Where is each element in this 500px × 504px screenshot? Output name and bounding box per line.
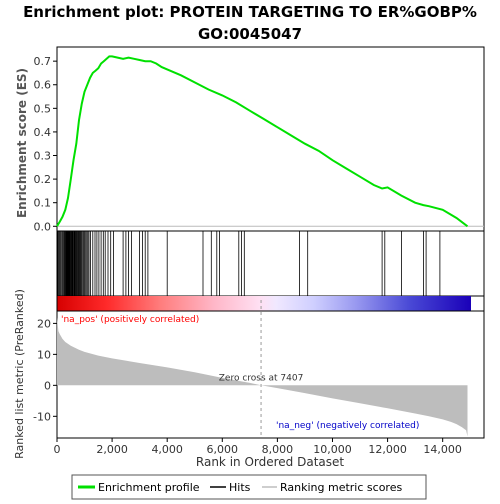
rank-x-ticks: 0 2,000 4,000 6,000 8,000 10,000 12,000 14,000 [54, 438, 462, 456]
es-y-tick-label: 0.0 [34, 220, 52, 233]
rank-y-tick-label: 10 [37, 348, 51, 361]
es-y-tick-label: 0.6 [34, 79, 52, 92]
es-y-tick-label: 0.3 [34, 150, 52, 163]
rank-y-axis-label: Ranked list metric (PreRanked) [13, 289, 26, 459]
legend-label-hits: Hits [229, 481, 251, 494]
rank-y-tick-label: 20 [37, 317, 51, 330]
es-y-tick-label: 0.7 [34, 55, 52, 68]
x-tick-label: 2,000 [96, 443, 128, 456]
legend-label-enrichment: Enrichment profile [98, 481, 200, 494]
x-tick-label: 0 [54, 443, 61, 456]
x-axis-label: Rank in Ordered Dataset [196, 455, 344, 469]
hits-area [57, 231, 484, 296]
rank-y-tick-label: 0 [44, 379, 51, 392]
rank-y-ticks: 20 10 0 -10 [33, 317, 57, 423]
chart-title-line2: GO:0045047 [198, 25, 302, 43]
es-y-ticks: 0.0 0.1 0.2 0.3 0.4 0.5 0.6 0.7 [34, 55, 58, 233]
x-tick-label: 4,000 [151, 443, 183, 456]
es-y-axis-label: Enrichment score (ES) [15, 68, 29, 218]
es-y-tick-label: 0.4 [34, 126, 52, 139]
es-y-tick-label: 0.2 [34, 173, 52, 186]
neg-label: 'na_neg' (negatively correlated) [276, 421, 419, 431]
rank-y-tick-label: -10 [33, 410, 51, 423]
rank-color-bar [57, 296, 471, 311]
es-y-tick-label: 0.5 [34, 102, 52, 115]
zero-cross-label: Zero cross at 7407 [219, 373, 304, 383]
es-y-tick-label: 0.1 [34, 197, 52, 210]
x-tick-label: 14,000 [423, 443, 462, 456]
pos-label: 'na_pos' (positively correlated) [61, 315, 199, 325]
legend-label-metric: Ranking metric scores [280, 481, 402, 494]
chart-title-line1: Enrichment plot: PROTEIN TARGETING TO ER… [23, 3, 477, 21]
x-tick-label: 12,000 [368, 443, 407, 456]
